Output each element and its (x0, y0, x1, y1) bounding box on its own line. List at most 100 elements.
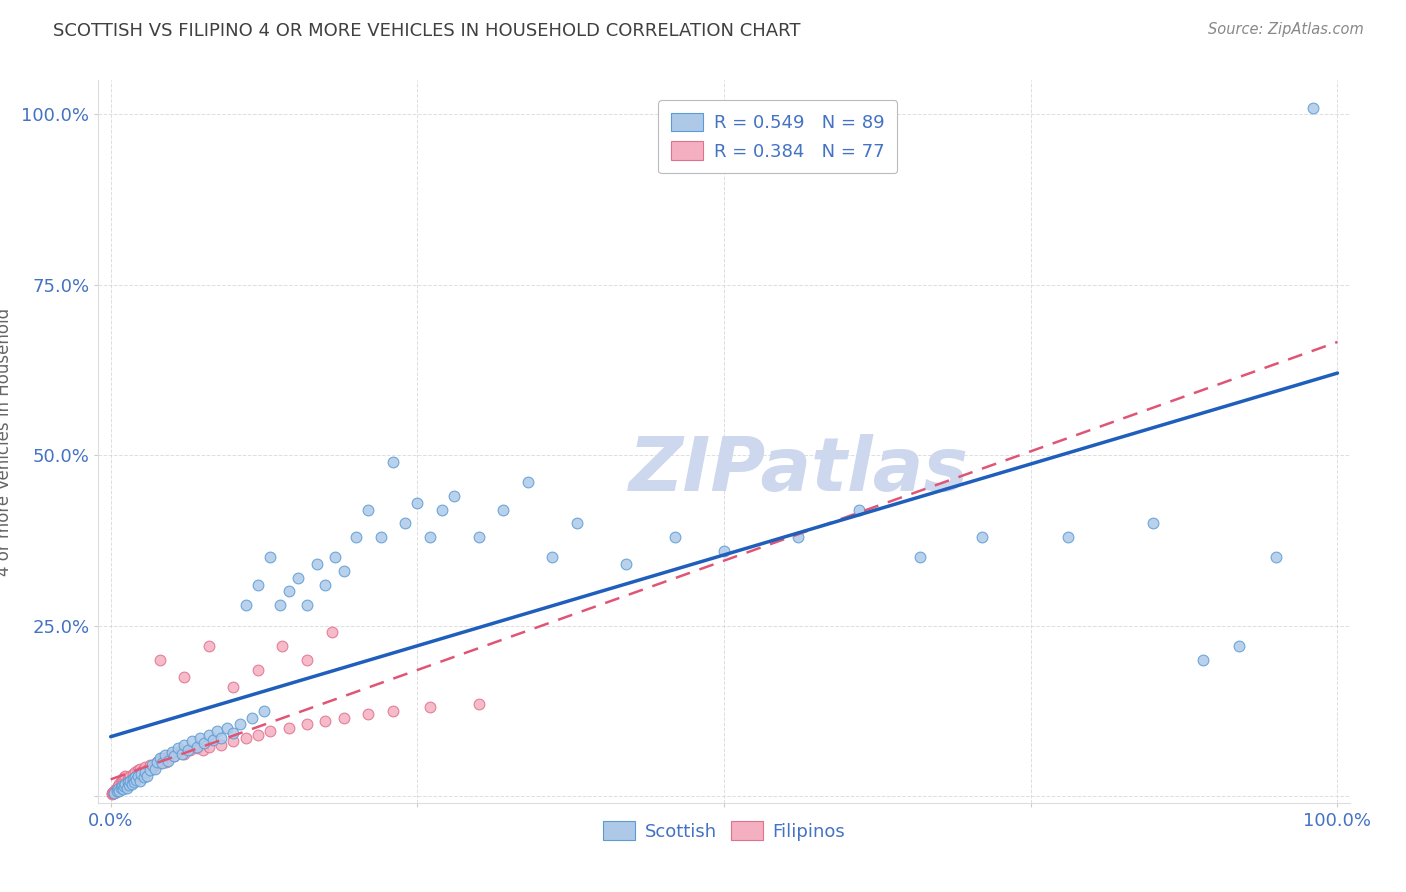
Point (108, 783, 131, 797)
Point (180, 734, 202, 748)
Point (492, 502, 515, 516)
Point (107, 782, 129, 797)
Point (121, 777, 143, 791)
Point (848, 502, 870, 516)
Point (173, 670, 195, 684)
Point (381, 455, 404, 469)
Point (101, 786, 124, 800)
Point (193, 736, 215, 750)
Point (132, 762, 155, 776)
Point (110, 780, 132, 795)
Point (344, 530, 367, 544)
Point (125, 768, 148, 782)
Point (323, 550, 346, 565)
Point (117, 775, 139, 789)
Point (107, 783, 129, 797)
Point (131, 765, 153, 780)
Point (121, 772, 143, 786)
Point (149, 756, 172, 771)
Point (115, 775, 138, 789)
Point (110, 780, 132, 795)
Point (139, 763, 162, 777)
Point (235, 598, 257, 612)
Point (153, 748, 176, 763)
Point (228, 717, 250, 731)
Point (111, 779, 134, 793)
Text: Source: ZipAtlas.com: Source: ZipAtlas.com (1208, 22, 1364, 37)
Point (150, 756, 173, 771)
Point (314, 577, 336, 591)
Point (127, 763, 149, 777)
Point (163, 749, 186, 764)
Point (124, 770, 146, 784)
Point (253, 704, 276, 718)
Point (259, 724, 281, 739)
Point (131, 767, 153, 781)
Point (136, 763, 159, 777)
Point (786, 530, 808, 544)
Point (394, 516, 416, 531)
Point (141, 758, 163, 772)
Point (269, 598, 291, 612)
Point (970, 530, 993, 544)
Point (108, 777, 131, 791)
Point (295, 653, 318, 667)
Point (246, 577, 269, 591)
Point (173, 747, 195, 761)
Point (664, 530, 686, 544)
Point (169, 745, 191, 759)
Point (713, 543, 735, 558)
Point (287, 571, 309, 585)
Point (207, 724, 229, 739)
Point (101, 786, 124, 800)
Point (467, 697, 489, 711)
Point (370, 530, 392, 544)
Point (1302, 101, 1324, 115)
Point (111, 779, 134, 793)
Point (209, 731, 232, 745)
Point (333, 564, 356, 578)
Point (101, 785, 124, 799)
Point (110, 775, 132, 789)
Y-axis label: 4 or more Vehicles in Household: 4 or more Vehicles in Household (0, 308, 13, 575)
Point (105, 780, 128, 795)
Point (134, 760, 156, 774)
Point (167, 741, 190, 756)
Point (122, 775, 145, 789)
Point (111, 774, 134, 789)
Point (112, 780, 135, 794)
Point (128, 767, 150, 781)
Point (105, 784, 128, 798)
Point (131, 763, 153, 777)
Point (103, 786, 125, 800)
Point (1265, 550, 1288, 565)
Point (235, 731, 257, 745)
Point (170, 747, 193, 761)
Point (115, 780, 138, 795)
Point (295, 717, 318, 731)
Point (159, 748, 181, 763)
Point (277, 584, 299, 599)
Point (107, 779, 129, 793)
Point (114, 768, 136, 782)
Point (124, 765, 146, 780)
Point (127, 768, 149, 782)
Point (134, 765, 156, 780)
Point (117, 772, 139, 786)
Point (118, 770, 141, 784)
Point (114, 777, 136, 791)
Point (111, 780, 134, 794)
Point (333, 710, 356, 724)
Point (910, 550, 932, 565)
Point (179, 742, 201, 756)
Point (108, 782, 131, 797)
Point (186, 741, 208, 756)
Point (160, 745, 183, 759)
Point (1142, 516, 1164, 531)
Point (240, 710, 263, 724)
Point (111, 772, 134, 786)
Point (222, 734, 245, 748)
Point (198, 728, 221, 742)
Point (129, 774, 152, 789)
Point (149, 751, 172, 765)
